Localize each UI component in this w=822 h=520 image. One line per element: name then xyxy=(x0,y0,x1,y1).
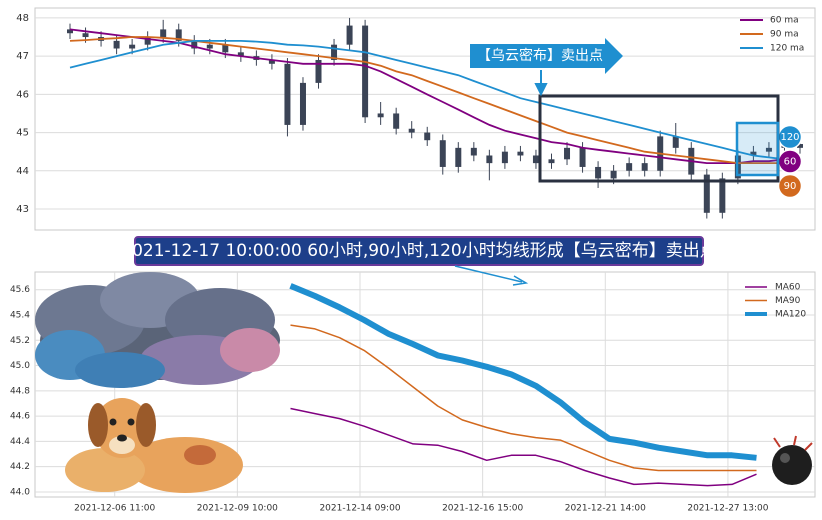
candle-body xyxy=(160,29,167,38)
banner-text: 2021-12-17 10:00:00 60小时,90小时,120小时均线形成【… xyxy=(121,241,716,261)
annotation-pointer xyxy=(534,70,548,97)
candle-body xyxy=(82,33,89,38)
candle-body xyxy=(797,144,803,148)
ma-line xyxy=(290,407,757,487)
y-tick-label: 48 xyxy=(16,13,29,24)
plot-frame-bottom xyxy=(34,271,816,498)
candle-body xyxy=(595,166,602,179)
candle-body xyxy=(532,155,539,164)
y-tick-label: 44.4 xyxy=(10,437,30,447)
legend-label: 120 ma xyxy=(770,44,804,54)
y-tick-label: 44.8 xyxy=(10,386,30,396)
candle-body xyxy=(191,40,198,49)
highlight-box xyxy=(735,121,780,177)
legend-label: MA90 xyxy=(775,296,801,306)
legend-label: MA60 xyxy=(775,283,801,293)
candle-body xyxy=(641,163,648,171)
candle-body xyxy=(144,37,151,45)
y-tick-label: 44.0 xyxy=(10,487,30,497)
y-tick-label: 45.0 xyxy=(10,361,30,371)
y-tick-label: 45.2 xyxy=(10,336,30,346)
dog-illustration xyxy=(65,398,243,493)
cloud-illustration xyxy=(35,272,280,388)
badge-label: 120 xyxy=(780,132,799,143)
top-chart: 43 44 45 46 47 48 60 ma 90 ma 120 ma 120 60 90 xyxy=(16,13,815,219)
candle-body xyxy=(750,151,757,156)
y-tick-label: 44.6 xyxy=(10,412,30,422)
candle-body xyxy=(765,147,772,152)
badge-label: 90 xyxy=(784,181,797,192)
candle-body xyxy=(626,163,633,171)
candle-body xyxy=(610,170,617,179)
legend-label: 60 ma xyxy=(770,16,799,26)
candle-body xyxy=(299,82,306,125)
x-tick-label: 2021-12-27 13:00 xyxy=(687,504,768,514)
candle-body xyxy=(175,29,182,41)
bottom-chart: 44.0 44.2 44.4 44.6 44.8 45.0 45.2 45.4 45.6 2021… xyxy=(10,272,815,514)
candle-body xyxy=(284,63,291,125)
x-tick-label: 2021-12-16 15:00 xyxy=(442,504,523,514)
candle-body xyxy=(501,151,508,164)
candle-body xyxy=(113,40,120,49)
legend-label: 90 ma xyxy=(770,30,799,40)
y-tick-label: 44 xyxy=(16,166,29,177)
candle-body xyxy=(548,159,555,164)
candle-body xyxy=(331,44,338,60)
bomb-illustration xyxy=(772,435,813,485)
y-tick-label: 44.2 xyxy=(10,462,30,472)
x-tick-label: 2021-12-14 09:00 xyxy=(319,504,400,514)
candle-body xyxy=(455,147,462,167)
y-tick-label: 45 xyxy=(16,128,29,139)
y-tick-label: 43 xyxy=(16,204,29,215)
candle-body xyxy=(517,151,524,156)
candle-body xyxy=(470,147,477,156)
candle-body xyxy=(439,140,446,167)
candle-body xyxy=(703,174,710,213)
candle-body xyxy=(564,147,571,160)
candle-body xyxy=(362,25,369,118)
candle-body xyxy=(672,136,679,148)
ma-line xyxy=(289,283,757,461)
candle-body xyxy=(206,44,213,49)
legend-label: MA120 xyxy=(775,310,806,320)
x-tick-label: 2021-12-06 11:00 xyxy=(74,504,155,514)
candle-body xyxy=(346,25,353,45)
candle-body xyxy=(268,59,275,64)
x-tick-label: 2021-12-09 10:00 xyxy=(197,504,278,514)
badge xyxy=(777,173,803,199)
ma-line xyxy=(69,28,800,164)
candle-body xyxy=(408,128,415,133)
y-tick-label: 45.6 xyxy=(10,285,30,295)
badge-label: 60 xyxy=(784,157,797,168)
candle-body xyxy=(424,132,431,141)
y-tick-label: 46 xyxy=(16,89,29,100)
candle-body xyxy=(393,113,400,129)
candle-body xyxy=(579,147,586,167)
candle-body xyxy=(129,44,136,49)
annotation-arrow-box xyxy=(470,38,623,74)
candle-body xyxy=(237,52,244,57)
y-tick-label: 47 xyxy=(16,51,29,62)
candle-body xyxy=(67,29,73,34)
candle-body xyxy=(486,155,493,164)
ma-line xyxy=(290,324,757,472)
candle-body xyxy=(222,44,229,53)
candle-body xyxy=(719,178,726,213)
plot-frame-top xyxy=(34,7,816,231)
annotation-text: 【乌云密布】卖出点 xyxy=(477,47,603,64)
y-tick-label: 45.4 xyxy=(10,310,30,320)
ma-line xyxy=(69,40,800,161)
banner-pointer xyxy=(454,265,529,286)
x-tick-label: 2021-12-21 14:00 xyxy=(565,504,646,514)
candle-body xyxy=(315,59,322,83)
candle-body xyxy=(377,113,384,118)
banner xyxy=(134,236,704,266)
